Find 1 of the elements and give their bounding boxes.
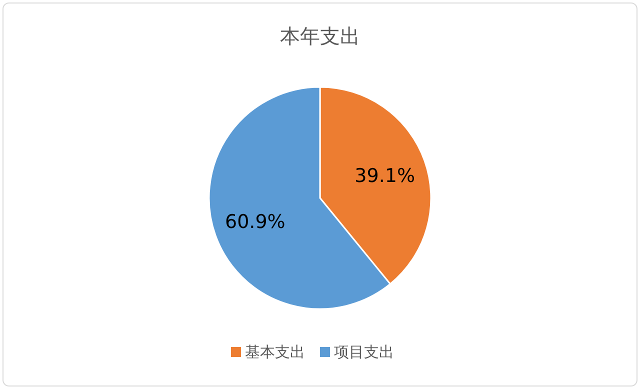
title: 本年支出 (280, 24, 360, 48)
